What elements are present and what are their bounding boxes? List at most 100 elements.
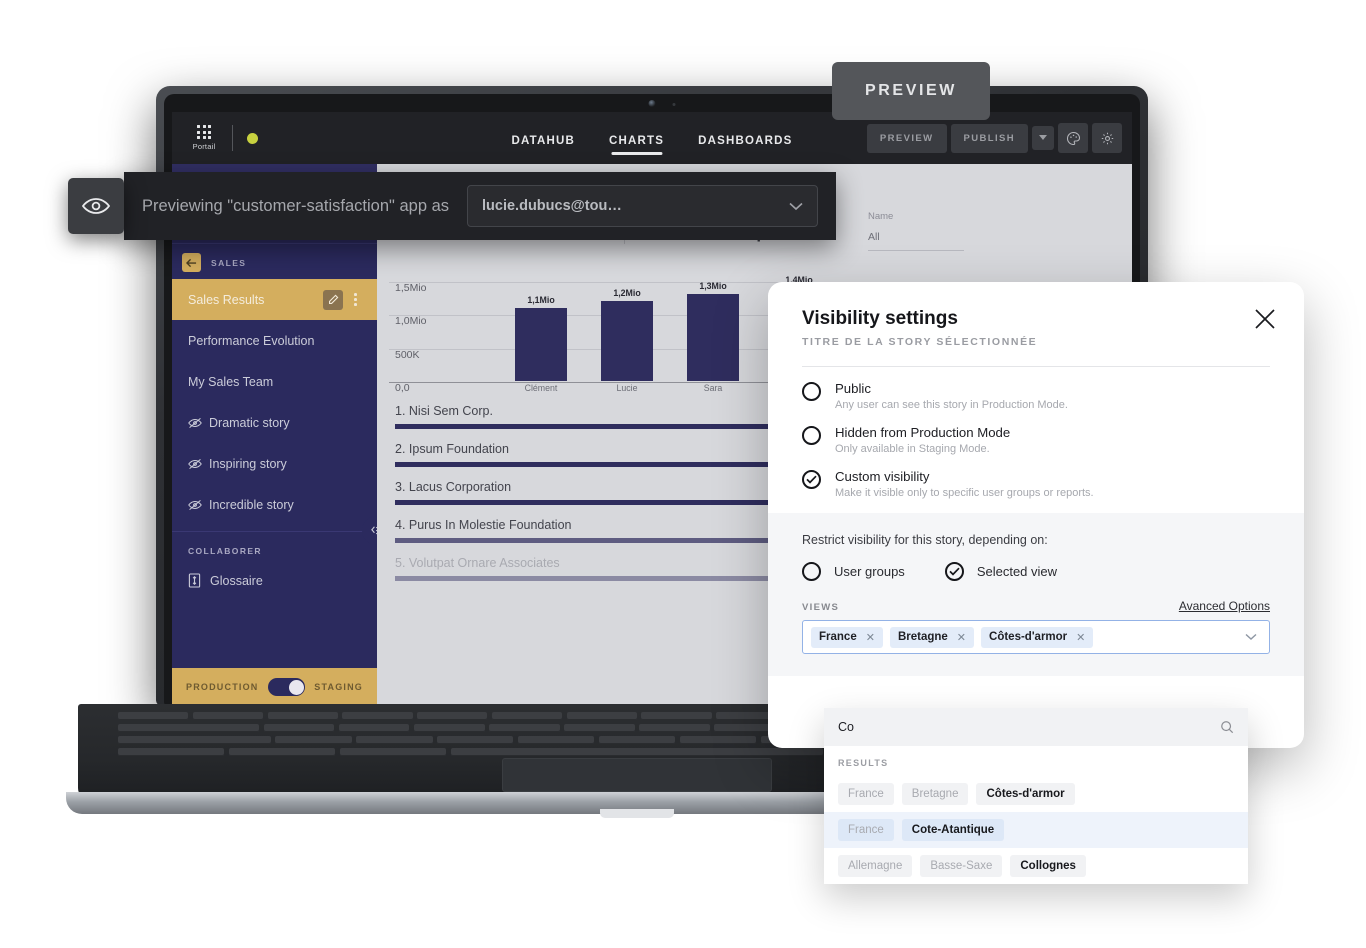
result-crumb[interactable]: Collognes [1010,855,1086,877]
portail-label: Portail [192,141,216,151]
list-item[interactable]: 4. Purus In Molestie Foundation [395,518,1132,543]
result-crumb[interactable]: Bretagne [901,783,969,805]
advanced-options-link[interactable]: Avanced Options [1178,599,1270,613]
result-row[interactable]: France Bretagne Côtes-d'armor [824,776,1248,812]
option-hidden-from-production[interactable]: Hidden from Production Mode Only availab… [802,425,1270,455]
radio-custom-selected[interactable] [802,470,821,489]
view-token[interactable]: Bretagne ✕ [889,626,975,648]
bar-column[interactable]: 1,2Mio [601,288,653,381]
env-switch[interactable] [267,678,306,696]
close-small-icon[interactable]: ✕ [865,631,875,644]
gear-icon[interactable] [1092,123,1122,153]
portail-button[interactable]: Portail [182,125,226,151]
preview-banner-text: Previewing "customer-satisfaction" app a… [142,196,450,215]
radio-public[interactable] [802,382,821,401]
gridline [389,315,1132,317]
sidebar-item-label: Inspiring story [209,456,287,471]
bar-column[interactable]: 1,1Mio [515,295,567,381]
tab-datahub[interactable]: DATAHUB [511,135,576,147]
sidebar-item-inspiring-story[interactable]: Inspiring story [172,443,377,484]
bar-value-label: 1,4Mio [785,274,813,285]
close-small-icon[interactable]: ✕ [956,631,967,644]
views-token-input[interactable]: France ✕ Bretagne ✕ Côtes-d'armor ✕ [802,620,1270,654]
x-axis-line [389,382,1132,383]
bar-value-label: 1,1Mio [527,294,555,305]
check-icon [949,567,960,576]
view-token[interactable]: France ✕ [811,626,883,648]
sidebar-item-sales-results[interactable]: Sales Results [172,279,377,320]
environment-toggle[interactable]: PRODUCTION STAGING [172,668,377,706]
ranking-list: 1. Nisi Sem Corp. 2. Ipsum Foundation 3. L… [395,404,1132,594]
close-icon[interactable] [1254,308,1276,330]
view-token[interactable]: Côtes-d'armor ✕ [981,626,1094,648]
list-item[interactable]: 5. Volutpat Ornare Associates [395,556,1132,581]
result-row[interactable]: France Cote-Atantique [824,812,1248,848]
sidebar-item-label: Sales Results [188,292,265,307]
x-axis-tick: Sara [703,383,723,393]
status-dot-icon [247,132,258,144]
sidebar-item-glossaire[interactable]: Glossaire [172,560,377,601]
result-crumb[interactable]: Cote-Atantique [901,819,1005,841]
tab-charts[interactable]: CHARTS [609,135,664,164]
sidebar-group-label: SALES [211,257,247,268]
list-item[interactable]: 3. Lacus Corporation [395,480,1132,505]
result-crumb[interactable]: Basse-Saxe [920,855,1003,877]
sidebar-item-my-sales-team[interactable]: My Sales Team [172,361,377,402]
env-production-label: PRODUCTION [186,682,259,692]
webcam [648,100,656,107]
nav-tabs: DATAHUB CHARTS DASHBOARDS [511,112,792,164]
edit-icon[interactable] [323,289,344,310]
preview-user-select[interactable]: lucie.dubucs@tou… [467,185,818,227]
radio-selected-view[interactable] [944,562,964,581]
result-crumb[interactable]: France [838,819,894,841]
preview-button[interactable]: PREVIEW [866,123,947,153]
search-row[interactable] [824,708,1248,746]
radio-user-groups[interactable] [802,562,821,581]
option-public[interactable]: Public Any user can see this story in Pr… [802,381,1270,411]
list-item-bar [395,424,1116,429]
filter-value[interactable]: All [868,231,964,251]
sidebar-item-incredible-story[interactable]: Incredible story [172,484,377,525]
search-icon[interactable] [1220,720,1234,734]
bar-column[interactable]: 1,3Mio [687,281,739,381]
palette-icon[interactable] [1058,123,1088,153]
y-axis-tick: 500K [395,348,420,361]
list-item[interactable]: 2. Ipsum Foundation [395,442,1132,467]
bar[interactable] [601,301,653,381]
publish-button[interactable]: PUBLISH [950,123,1028,153]
sidebar-item-dramatic-story[interactable]: Dramatic story [172,402,377,443]
eye-off-icon [188,458,202,469]
eye-icon [68,178,124,234]
name-filter[interactable]: Name All [868,211,964,251]
result-crumb[interactable]: France [838,783,894,805]
tab-dashboards[interactable]: DASHBOARDS [698,135,793,147]
close-small-icon[interactable]: ✕ [1076,631,1086,644]
panel-question: Restrict visibility for this story, depe… [802,533,1048,547]
option-custom-visibility[interactable]: Custom visibility Make it visible only t… [802,469,1270,499]
search-input[interactable] [838,720,1220,734]
radio-hidden[interactable] [802,426,821,445]
glossary-icon [188,573,201,588]
result-crumb[interactable]: Allemagne [838,855,913,877]
choice-selected-view[interactable]: Selected view [944,561,1057,581]
option-title: Public [835,381,871,396]
grid-apps-icon [197,125,211,139]
sidebar-divider [172,531,377,532]
bar[interactable] [687,294,739,381]
publish-dropdown-button[interactable] [1032,126,1054,150]
choice-user-groups[interactable]: User groups [802,561,905,581]
list-item-bar [395,576,1116,581]
choice-label: User groups [834,563,905,579]
back-button[interactable] [182,253,201,272]
result-crumb[interactable]: Côtes-d'armor [976,783,1075,805]
bar[interactable] [515,307,567,381]
chevron-down-icon[interactable] [1245,633,1261,641]
sidebar-item-label: Incredible story [209,497,294,512]
more-options-icon[interactable] [350,293,361,306]
modal-subtitle: TITRE DE LA STORY SÉLECTIONNÉE [802,336,1038,348]
list-item[interactable]: 1. Nisi Sem Corp. [395,404,1132,429]
sidebar-item-performance-evolution[interactable]: Performance Evolution [172,320,377,361]
option-desc: Make it visible only to specific user gr… [835,487,1094,499]
result-row[interactable]: Allemagne Basse-Saxe Collognes [824,848,1248,884]
